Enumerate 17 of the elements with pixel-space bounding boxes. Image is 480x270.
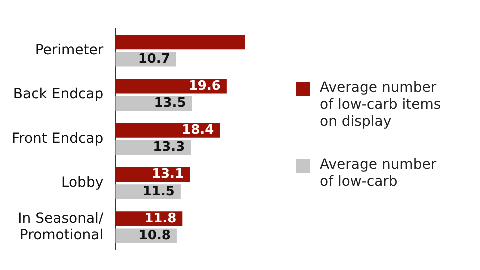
y-tick-label: In Seasonal/ Promotional <box>18 210 104 244</box>
data-label: 10.8 <box>138 228 171 244</box>
y-tick-label: Front Endcap <box>12 130 104 147</box>
legend-label: Average number of low-carb items on display <box>320 80 442 130</box>
data-label: 11.5 <box>142 184 175 200</box>
data-label: 13.1 <box>152 167 184 182</box>
data-label: 13.3 <box>153 140 186 156</box>
data-label: 18.4 <box>182 122 214 138</box>
y-tick-label: Perimeter <box>35 42 104 59</box>
y-tick-label: Lobby <box>61 175 104 191</box>
data-label: 11.8 <box>144 211 177 226</box>
data-label: 13.5 <box>154 96 186 112</box>
y-tick-label: Back Endcap <box>13 86 104 103</box>
legend-label: Average number of low-carb <box>320 156 438 190</box>
data-label: 10.7 <box>138 52 170 67</box>
bar <box>116 34 246 50</box>
data-label: 19.6 <box>188 78 221 94</box>
